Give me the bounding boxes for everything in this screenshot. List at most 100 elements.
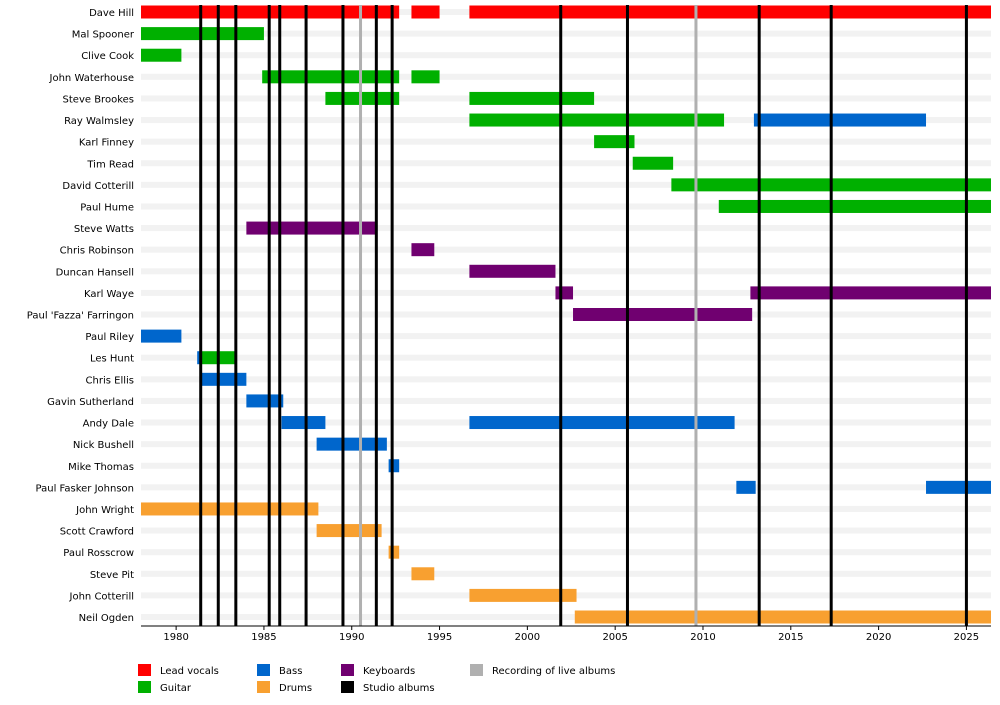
row-stripe: [141, 52, 991, 59]
member-bar: [469, 264, 556, 278]
row-stripe: [141, 246, 991, 253]
member-bar: [141, 48, 182, 62]
row-stripe: [141, 160, 991, 167]
member-label: Duncan Hansell: [56, 267, 134, 278]
member-label: Karl Waye: [84, 289, 134, 300]
member-label: Mal Spooner: [72, 30, 135, 41]
member-label: Steve Pit: [90, 570, 134, 581]
member-label: Dave Hill: [89, 8, 134, 19]
member-bar: [555, 286, 574, 300]
member-bar: [246, 394, 284, 408]
legend-label: Keyboards: [363, 666, 415, 677]
member-bar: [750, 286, 991, 300]
member-bar: [141, 502, 319, 516]
x-tick-label: 1990: [339, 632, 364, 643]
row-stripe: [141, 333, 991, 340]
member-label: David Cotterill: [62, 181, 134, 192]
row-stripe: [141, 225, 991, 232]
legend-label: Bass: [279, 666, 302, 677]
member-bar: [411, 5, 440, 19]
row-stripe: [141, 30, 991, 37]
row-stripe: [141, 570, 991, 577]
member-bar: [469, 113, 725, 127]
row-stripe: [141, 138, 991, 145]
member-label: Paul Rosscrow: [63, 548, 134, 559]
member-label: Chris Ellis: [86, 375, 134, 386]
row-stripe: [141, 549, 991, 556]
row-stripe: [141, 614, 991, 620]
member-bar: [411, 567, 435, 581]
legend-label: Guitar: [160, 683, 192, 694]
member-label: Paul Riley: [85, 332, 134, 343]
row-stripe: [141, 203, 991, 210]
legend-swatch: [341, 681, 354, 693]
member-label: Mike Thomas: [68, 462, 134, 473]
legend-label: Studio albums: [363, 683, 435, 694]
row-stripe: [141, 527, 991, 534]
member-bar: [316, 524, 382, 538]
member-bar: [281, 416, 326, 430]
member-bar: [926, 480, 991, 494]
member-label: Andy Dale: [83, 419, 134, 430]
x-tick-label: 2000: [515, 632, 540, 643]
legend-label: Drums: [279, 683, 312, 694]
member-bar: [246, 221, 377, 235]
row-stripe: [141, 376, 991, 383]
row-stripe: [141, 73, 991, 80]
legend-swatch: [257, 681, 270, 693]
member-label: Gavin Sutherland: [47, 397, 134, 408]
member-bar: [574, 610, 991, 624]
member-bar: [469, 588, 577, 602]
legend-swatch: [138, 681, 151, 693]
member-bar: [753, 113, 927, 127]
member-label: Chris Robinson: [60, 246, 134, 257]
member-bar: [141, 329, 182, 343]
member-label: Paul Fasker Johnson: [36, 483, 134, 494]
member-bar: [736, 480, 756, 494]
member-bar: [197, 351, 201, 365]
member-bar: [262, 70, 400, 84]
x-tick-label: 2015: [778, 632, 803, 643]
member-bar: [388, 545, 400, 559]
member-bar: [411, 70, 440, 84]
member-bar: [573, 308, 753, 321]
x-tick-label: 2010: [690, 632, 715, 643]
member-label: Paul 'Fazza' Farringon: [27, 311, 134, 322]
member-bar: [200, 372, 247, 386]
member-label: Karl Finney: [79, 138, 134, 149]
member-bar: [718, 199, 991, 213]
member-label: Scott Crawford: [60, 527, 134, 538]
legend-swatch: [257, 664, 270, 676]
legend-swatch: [341, 664, 354, 676]
row-stripe: [141, 462, 991, 469]
member-label: John Cotterill: [69, 591, 134, 602]
member-bar: [469, 416, 735, 430]
member-label: John Waterhouse: [49, 73, 134, 84]
row-stripe: [141, 311, 991, 318]
x-tick-label: 2020: [866, 632, 891, 643]
member-label: Neil Ogden: [79, 613, 134, 624]
member-label: Steve Watts: [74, 224, 134, 235]
member-bar: [316, 437, 387, 451]
x-tick-label: 1985: [251, 632, 276, 643]
row-stripe: [141, 354, 991, 361]
member-label: Les Hunt: [90, 354, 134, 365]
row-stripe: [141, 397, 991, 404]
x-tick-label: 2005: [602, 632, 627, 643]
member-label: Paul Hume: [80, 202, 134, 213]
row-stripe: [141, 505, 991, 512]
row-stripe: [141, 181, 991, 188]
x-tick-label: 2025: [954, 632, 979, 643]
member-bar: [325, 91, 400, 105]
member-bar: [141, 27, 264, 41]
member-label: Ray Walmsley: [64, 116, 134, 127]
legend-swatch: [470, 664, 483, 676]
member-bar: [632, 156, 674, 170]
row-stripe: [141, 268, 991, 275]
member-bar: [469, 91, 595, 105]
legend-label: Recording of live albums: [492, 666, 615, 677]
member-label: John Wright: [75, 505, 134, 516]
x-tick-label: 1995: [427, 632, 452, 643]
x-tick-label: 1980: [163, 632, 188, 643]
